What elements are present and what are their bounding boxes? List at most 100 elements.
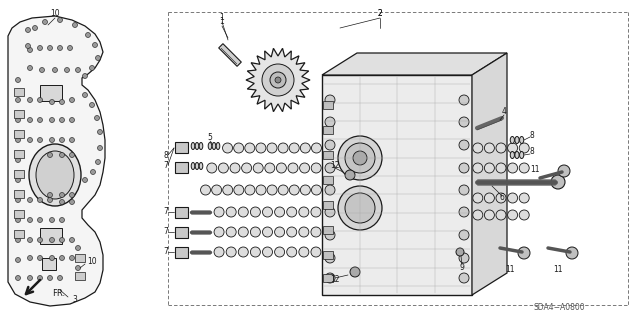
Circle shape: [60, 137, 65, 143]
Bar: [175, 162, 188, 173]
Text: 11: 11: [553, 265, 563, 275]
Bar: [75, 272, 85, 280]
Text: 4: 4: [502, 108, 506, 116]
Circle shape: [49, 238, 54, 242]
Ellipse shape: [195, 162, 199, 169]
Circle shape: [262, 207, 273, 217]
Circle shape: [566, 247, 578, 259]
Ellipse shape: [216, 143, 220, 150]
Circle shape: [267, 185, 277, 195]
Circle shape: [311, 163, 321, 173]
Circle shape: [49, 117, 54, 122]
Circle shape: [28, 197, 33, 203]
Circle shape: [250, 247, 260, 257]
Circle shape: [508, 193, 518, 203]
Circle shape: [223, 143, 232, 153]
Text: FR.: FR.: [52, 288, 65, 298]
Circle shape: [345, 193, 375, 223]
Circle shape: [15, 117, 20, 122]
Circle shape: [76, 68, 81, 72]
Circle shape: [519, 143, 529, 153]
Circle shape: [97, 145, 102, 151]
Circle shape: [58, 18, 63, 23]
Text: 10: 10: [87, 257, 97, 266]
Circle shape: [214, 207, 224, 217]
Circle shape: [38, 98, 42, 102]
Circle shape: [38, 256, 42, 261]
Circle shape: [15, 177, 20, 182]
Circle shape: [508, 143, 518, 153]
Circle shape: [300, 185, 310, 195]
Circle shape: [350, 267, 360, 277]
Circle shape: [90, 65, 95, 70]
Circle shape: [484, 210, 494, 220]
Circle shape: [26, 27, 31, 33]
Circle shape: [60, 199, 65, 204]
Circle shape: [226, 207, 236, 217]
Circle shape: [276, 163, 287, 173]
Polygon shape: [322, 53, 507, 75]
Circle shape: [212, 185, 221, 195]
Circle shape: [38, 218, 42, 222]
Circle shape: [473, 143, 483, 153]
Circle shape: [200, 185, 211, 195]
Circle shape: [238, 247, 248, 257]
Circle shape: [250, 227, 260, 237]
Circle shape: [15, 137, 20, 143]
Circle shape: [519, 210, 529, 220]
Circle shape: [250, 207, 260, 217]
Circle shape: [253, 163, 263, 173]
Circle shape: [60, 238, 65, 242]
Circle shape: [353, 151, 367, 165]
Circle shape: [287, 207, 297, 217]
Bar: [14, 88, 24, 96]
Ellipse shape: [208, 143, 212, 150]
Circle shape: [38, 46, 42, 50]
Bar: [323, 201, 333, 209]
Circle shape: [95, 115, 99, 121]
Bar: [323, 274, 333, 282]
Circle shape: [496, 163, 506, 173]
Circle shape: [275, 227, 285, 237]
Bar: [323, 126, 333, 134]
Ellipse shape: [199, 143, 203, 150]
Bar: [40, 85, 62, 101]
Circle shape: [223, 185, 233, 195]
Circle shape: [214, 247, 224, 257]
Circle shape: [496, 210, 506, 220]
Bar: [14, 110, 24, 118]
Circle shape: [459, 117, 469, 127]
Bar: [323, 251, 333, 259]
Circle shape: [278, 143, 288, 153]
Ellipse shape: [191, 162, 195, 169]
Ellipse shape: [510, 137, 515, 144]
Circle shape: [93, 42, 97, 48]
Ellipse shape: [520, 137, 524, 144]
Circle shape: [459, 207, 469, 217]
Circle shape: [207, 163, 217, 173]
Circle shape: [325, 253, 335, 263]
Bar: [42, 258, 56, 270]
Circle shape: [325, 185, 335, 195]
Circle shape: [473, 210, 483, 220]
Circle shape: [38, 137, 42, 143]
Text: 7: 7: [163, 248, 168, 256]
Circle shape: [459, 140, 469, 150]
Circle shape: [70, 152, 74, 158]
Circle shape: [214, 227, 224, 237]
Circle shape: [300, 163, 310, 173]
Circle shape: [338, 136, 382, 180]
Circle shape: [58, 46, 63, 50]
Circle shape: [76, 246, 81, 250]
Circle shape: [275, 247, 285, 257]
Circle shape: [15, 98, 20, 102]
Text: 8: 8: [163, 151, 168, 160]
Circle shape: [28, 117, 33, 122]
Circle shape: [508, 210, 518, 220]
Text: 5: 5: [207, 133, 212, 143]
Circle shape: [270, 72, 286, 88]
Bar: [175, 142, 188, 153]
Circle shape: [70, 192, 74, 197]
Circle shape: [49, 256, 54, 261]
Circle shape: [15, 238, 20, 242]
